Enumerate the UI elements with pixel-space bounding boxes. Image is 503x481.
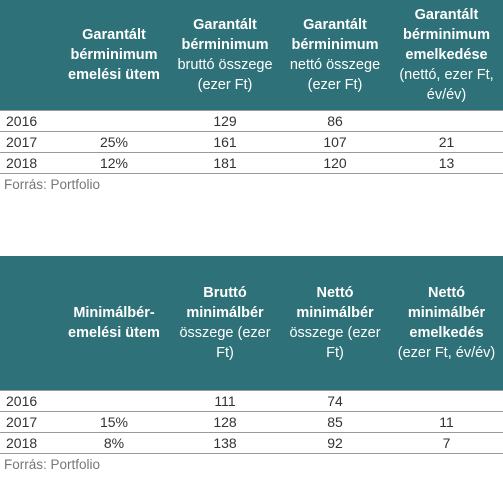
header-text: Garantált bérminimum emelkedése — [402, 7, 490, 63]
table-header: Minimálbér-emelési ütem Bruttó minimálbé… — [0, 256, 503, 390]
table-cell: 15% — [99, 414, 129, 430]
source-note: Forrás: Portfolio — [4, 177, 101, 192]
table-cell: 12% — [99, 155, 129, 171]
table-cell: 120 — [323, 155, 347, 171]
minimum-wage-table: Minimálbér-emelési ütem Bruttó minimálbé… — [0, 256, 503, 472]
table-header: Garantált bérminimum emelési ütem Garant… — [0, 0, 503, 110]
header-cell-year — [0, 0, 58, 110]
table-cell: 181 — [213, 155, 237, 171]
table-cell: 11 — [439, 414, 454, 430]
header-cell-increase: Garantált bérminimum emelkedése (nettó, … — [390, 0, 503, 110]
header-text: Minimálbér-emelési ütem — [68, 305, 160, 341]
table-cell: 2018 — [6, 155, 38, 171]
header-text: Garantált bérminimum — [181, 17, 269, 53]
table-cell: 74 — [327, 393, 343, 409]
header-text: Nettó minimálbér — [296, 285, 374, 321]
table-cell: 13 — [438, 155, 455, 171]
header-text: Garantált bérminimum — [291, 17, 379, 53]
header-cell-raise-rate: Garantált bérminimum emelési ütem — [58, 0, 170, 110]
table-cell: 111 — [214, 393, 236, 409]
header-subtext: (ezer Ft, év/év) — [397, 345, 496, 361]
header-cell-raise-rate: Minimálbér-emelési ütem — [58, 256, 170, 390]
table-cell: 7 — [442, 435, 451, 451]
table-cell: 86 — [327, 113, 343, 129]
header-cell-increase: Nettó minimálbér emelkedés (ezer Ft, év/… — [390, 256, 503, 390]
table-row: 2016 111 74 — [0, 390, 503, 412]
guaranteed-minimum-wage-table: Garantált bérminimum emelési ütem Garant… — [0, 0, 503, 192]
table-row: 2016 129 86 — [0, 110, 503, 132]
table-cell: 138 — [213, 435, 237, 451]
table-cell: 129 — [213, 113, 237, 129]
table-row: 2017 15% 128 85 11 — [0, 412, 503, 433]
header-cell-net: Garantált bérminimum nettó összege (ezer… — [280, 0, 390, 110]
table-cell: 2016 — [6, 113, 38, 129]
header-text: Bruttó minimálbér — [186, 285, 264, 321]
header-subtext: (nettó, ezer Ft, év/év) — [399, 67, 494, 103]
table-cell: 2017 — [6, 134, 38, 150]
table-row: 2018 8% 138 92 7 — [0, 433, 503, 454]
table-cell: 107 — [323, 134, 347, 150]
header-cell-net: Nettó minimálbér összege (ezer Ft) — [280, 256, 390, 390]
header-subtext: bruttó összege (ezer Ft) — [177, 57, 273, 93]
table-cell: 21 — [438, 134, 455, 150]
source-note: Forrás: Portfolio — [4, 457, 101, 472]
header-subtext: nettó összege (ezer Ft) — [289, 57, 381, 93]
header-subtext: összege (ezer Ft) — [289, 325, 381, 361]
table-cell: 85 — [327, 414, 343, 430]
header-cell-year — [0, 256, 58, 390]
table-cell: 161 — [213, 134, 237, 150]
header-cell-gross: Garantált bérminimum bruttó összege (eze… — [170, 0, 280, 110]
table-body: 2016 111 74 2017 15% 128 85 11 2018 8% 1… — [0, 390, 503, 454]
table-body: 2016 129 86 2017 25% 161 107 21 2018 12%… — [0, 110, 503, 174]
table-row: 2017 25% 161 107 21 — [0, 132, 503, 153]
table-cell: 2016 — [6, 393, 38, 409]
header-text: Nettó minimálbér emelkedés — [407, 285, 486, 341]
table-cell: 8% — [103, 435, 125, 451]
table-cell: 2017 — [6, 414, 38, 430]
table-cell: 92 — [327, 435, 343, 451]
table-row: 2018 12% 181 120 13 — [0, 153, 503, 174]
header-subtext: összege (ezer Ft) — [179, 325, 271, 361]
header-text: Garantált bérminimum emelési ütem — [68, 27, 160, 83]
table-cell: 128 — [213, 414, 237, 430]
header-cell-gross: Bruttó minimálbér összege (ezer Ft) — [170, 256, 280, 390]
table-cell: 2018 — [6, 435, 38, 451]
table-cell: 25% — [99, 134, 129, 150]
